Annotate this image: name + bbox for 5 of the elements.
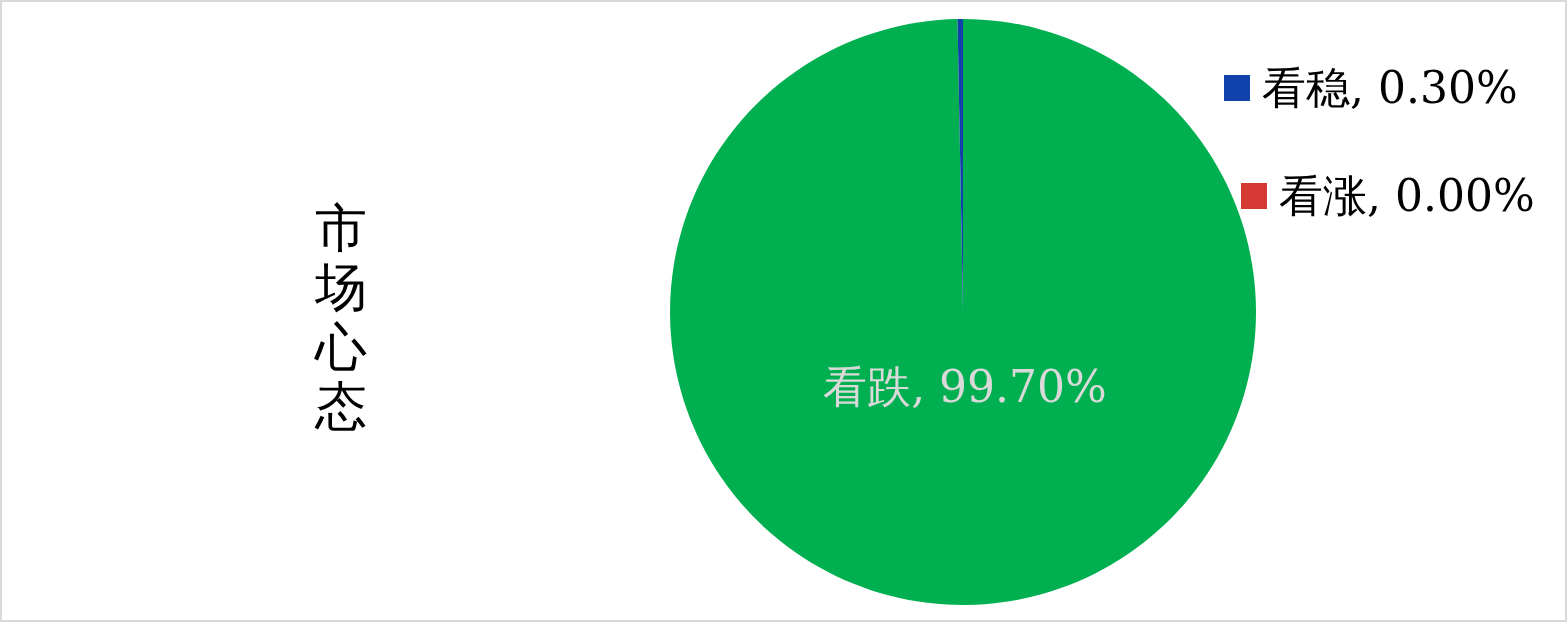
slice-label: 看跌, 99.70% [823, 360, 1107, 414]
text: 市场心态 [315, 198, 367, 437]
legend-label: 看稳, 0.30% [1262, 62, 1518, 113]
legend-label: 看涨, 0.00% [1279, 170, 1535, 221]
pie-slice [670, 19, 1256, 605]
